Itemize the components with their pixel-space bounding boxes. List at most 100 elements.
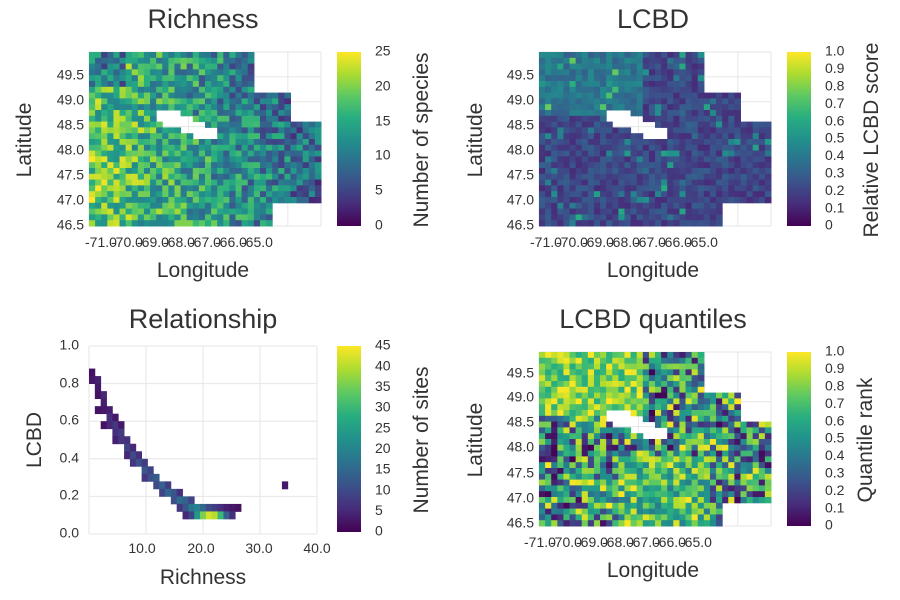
- heatmap-cell: [266, 115, 273, 123]
- heatmap-cell: [143, 75, 151, 82]
- heatmap-cell: [272, 156, 279, 163]
- heatmap-cell: [612, 57, 619, 65]
- heatmap-cell: [101, 197, 108, 204]
- heatmap-cell: [192, 208, 200, 215]
- heatmap-cell: [691, 150, 699, 157]
- heatmap-cell: [278, 110, 285, 117]
- heatmap-cell: [764, 479, 772, 486]
- heatmap-cell: [709, 144, 717, 152]
- heatmap-cell: [734, 444, 741, 452]
- heatmap-cell: [612, 144, 619, 152]
- heatmap-cell: [740, 173, 748, 181]
- heatmap-cell: [667, 92, 674, 99]
- heatmap-cell: [728, 121, 735, 128]
- heatmap-cell: [539, 369, 546, 376]
- heatmap-cell: [551, 57, 558, 65]
- heatmap-cell: [95, 168, 102, 175]
- heatmap-cell: [661, 208, 668, 215]
- heatmap-cell: [679, 502, 687, 510]
- heatmap-cell: [722, 144, 729, 152]
- heatmap-cell: [253, 202, 261, 210]
- heatmap-cell: [716, 433, 723, 440]
- heatmap-cell: [581, 179, 589, 186]
- heatmap-cell: [673, 139, 680, 146]
- heatmap-cell: [101, 214, 108, 221]
- heatmap-cell: [612, 462, 619, 469]
- heatmap-cell: [545, 63, 552, 70]
- x-tick-label: -65.0: [241, 234, 273, 250]
- heatmap-cell: [174, 57, 182, 65]
- heatmap-cell: [557, 473, 564, 481]
- heatmap-cell: [272, 115, 279, 123]
- heatmap-cell: [667, 185, 674, 192]
- heatmap-cell: [259, 104, 267, 111]
- heatmap-cell: [709, 392, 717, 399]
- heatmap-cell: [101, 52, 108, 59]
- heatmap-cell: [764, 439, 772, 446]
- heatmap-cell: [612, 214, 619, 221]
- heatmap-cell: [119, 162, 127, 169]
- heatmap-cell: [575, 450, 583, 457]
- heatmap-cell: [709, 433, 717, 440]
- heatmap-cell: [709, 220, 717, 227]
- heatmap-cell: [247, 139, 255, 146]
- heatmap-cell: [593, 381, 601, 388]
- heatmap-cell: [758, 133, 766, 140]
- heatmap-cell: [162, 69, 169, 76]
- heatmap-cell: [655, 508, 662, 515]
- heatmap-cell: [557, 502, 564, 510]
- heatmap-cell: [198, 63, 206, 70]
- heatmap-cell: [569, 462, 577, 469]
- heatmap-cell: [192, 115, 200, 123]
- heatmap-cell: [95, 220, 102, 227]
- heatmap-cell: [205, 162, 212, 169]
- heatmap-cell: [606, 185, 613, 192]
- heatmap-cell: [223, 173, 230, 181]
- heatmap-cell: [679, 150, 687, 157]
- heatmap-cell: [655, 98, 662, 105]
- heatmap-cell: [679, 439, 687, 446]
- heatmap-cell: [703, 185, 711, 192]
- heatmap-cell: [630, 92, 638, 99]
- heatmap-cell: [593, 508, 601, 515]
- heatmap-cell: [557, 398, 564, 405]
- heatmap-cell: [168, 81, 175, 88]
- heatmap-cell: [624, 150, 632, 157]
- heatmap-cell: [557, 415, 564, 423]
- heatmap-cell: [581, 150, 589, 157]
- heatmap-cell: [101, 69, 108, 76]
- heatmap-cell: [673, 179, 680, 186]
- heatmap-cell: [119, 69, 127, 76]
- heatmap-cell: [642, 104, 650, 111]
- x-tick-label: -68.0: [602, 534, 634, 550]
- heatmap-cell: [600, 98, 607, 105]
- heatmap-cell: [150, 92, 157, 99]
- heatmap-cell: [587, 404, 595, 411]
- heatmap-cell: [551, 381, 558, 388]
- heatmap-cell: [89, 162, 96, 169]
- heatmap-cell: [247, 144, 255, 152]
- heatmap-cell: [703, 404, 711, 411]
- heatmap-cell: [557, 450, 564, 457]
- heatmap-cell: [539, 81, 546, 88]
- heatmap-cell: [314, 162, 322, 169]
- heatmap-cell: [722, 415, 729, 423]
- heatmap-cell: [272, 150, 279, 157]
- heatmap-cell: [211, 115, 218, 123]
- heatmap-cell: [673, 450, 680, 457]
- heatmap-cell: [673, 502, 680, 510]
- colorbar-tick: 0.4: [825, 147, 845, 163]
- heatmap-cell: [101, 75, 108, 82]
- heatmap-cell: [648, 468, 656, 475]
- heatmap-cell: [569, 369, 577, 376]
- heatmap-cell: [211, 69, 218, 76]
- heatmap-cell: [563, 115, 571, 123]
- heatmap-cell: [551, 514, 558, 521]
- heatmap-cell: [679, 473, 687, 481]
- heatmap-cell: [545, 369, 552, 376]
- heatmap-cell: [205, 86, 212, 94]
- heatmap-cell: [593, 104, 601, 111]
- heatmap-cell: [709, 439, 717, 446]
- heatmap-cell: [691, 473, 699, 481]
- heatmap-cell: [89, 121, 96, 128]
